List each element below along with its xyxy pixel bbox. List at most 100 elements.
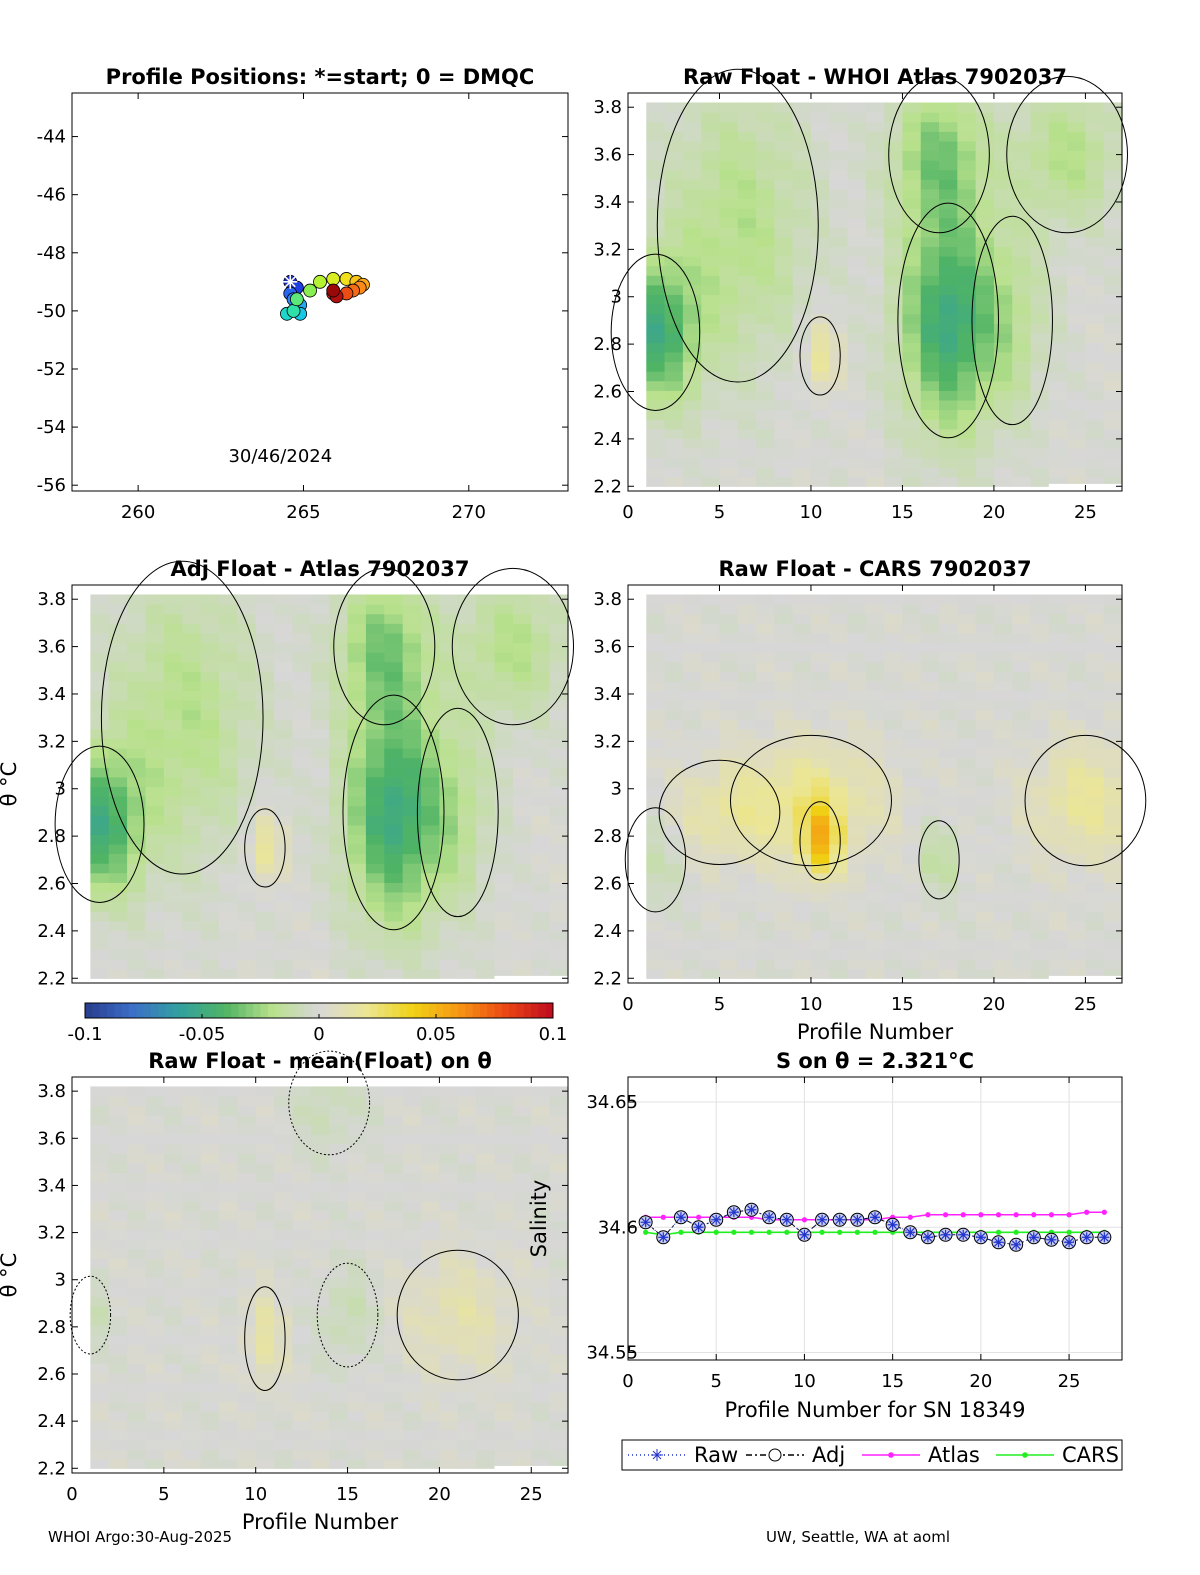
adj_atlas-cell (237, 680, 257, 692)
adj_atlas-cell (347, 757, 367, 768)
raw_whoi-cell (646, 351, 666, 363)
raw_cars-cell (737, 863, 757, 874)
raw_mean-cell (329, 1239, 349, 1250)
raw_whoi-cell (1048, 399, 1068, 411)
adj_atlas-cell (218, 776, 238, 787)
raw_whoi-xtick-label: 25 (1074, 502, 1097, 523)
raw_cars-cell (939, 632, 958, 644)
raw_mean-cell (439, 1229, 459, 1240)
raw_cars-cell (993, 747, 1013, 759)
raw_cars-cell (975, 623, 995, 634)
adj_atlas-cell (292, 834, 312, 845)
raw_mean-cell (274, 1115, 294, 1126)
raw_whoi-cell (792, 179, 812, 190)
raw_whoi-contour (656, 68, 819, 383)
raw_cars-cell (993, 728, 1013, 739)
raw_mean-cell (421, 1391, 441, 1403)
adj_atlas-cell (237, 930, 257, 941)
raw_whoi-cell (829, 409, 849, 420)
raw_mean-cell (421, 1344, 441, 1355)
raw_whoi-cell (939, 217, 958, 228)
raw_mean-ylabel: θ °C (0, 1253, 21, 1298)
adj_atlas-cell (365, 805, 385, 816)
raw_whoi-cell (865, 198, 885, 209)
raw_whoi-cell (884, 457, 904, 468)
adj_atlas-cell (384, 767, 404, 778)
raw_cars-cell (847, 680, 867, 692)
raw_mean-cell (476, 1191, 496, 1202)
raw_whoi-cell (646, 342, 666, 353)
raw_mean-cell (163, 1172, 183, 1183)
raw_mean-cell (549, 1430, 569, 1441)
raw_whoi-cell (682, 246, 702, 257)
raw_whoi-cell (1030, 419, 1050, 430)
raw_mean-ytick-label: 3.6 (37, 1128, 66, 1149)
adj_atlas-contour (100, 560, 264, 875)
raw_whoi-cell (902, 476, 922, 487)
raw_cars-cell (701, 738, 721, 749)
raw_mean-cell (182, 1353, 202, 1364)
raw_whoi-cell (865, 313, 885, 324)
adj_atlas-cell (182, 642, 202, 653)
adj_atlas-cell (310, 652, 330, 663)
raw_whoi-cell (774, 198, 794, 209)
adj_atlas-cell (127, 700, 147, 711)
raw_whoi-cell (774, 428, 794, 439)
adj_atlas-cell (108, 863, 128, 874)
raw_whoi-cell (646, 409, 666, 420)
raw_mean-cell (421, 1277, 441, 1288)
raw_mean-cell (512, 1086, 532, 1097)
raw_whoi-cell (792, 169, 812, 180)
raw_mean-cell (457, 1296, 477, 1307)
raw_mean-cell (384, 1239, 404, 1250)
raw_cars-cell (701, 882, 721, 893)
raw_cars-cell (993, 623, 1013, 634)
salinity-point-cars (819, 1229, 825, 1235)
raw_whoi-cell (682, 351, 702, 363)
raw_mean-cell (365, 1258, 385, 1269)
raw_whoi-cell (682, 323, 702, 334)
raw_mean-cell (476, 1420, 496, 1431)
raw_cars-cell (774, 728, 794, 739)
raw_cars-cell (902, 939, 922, 951)
raw_mean-cell (531, 1267, 551, 1278)
raw_cars-cell (865, 920, 885, 931)
adj_atlas-cell (163, 623, 183, 634)
raw_whoi-cell (701, 140, 721, 152)
adj_atlas-cell (255, 709, 275, 720)
adj_atlas-cell (531, 891, 551, 903)
raw_cars-cell (701, 834, 721, 845)
adj_atlas-cell (90, 642, 110, 653)
adj_atlas-cell (310, 901, 330, 912)
adj_atlas-cell (292, 901, 312, 912)
raw_whoi-cell (1067, 428, 1087, 439)
adj_atlas-cell (549, 795, 569, 807)
adj_atlas-cell (402, 815, 422, 826)
raw_whoi-cell (1067, 361, 1087, 372)
raw_cars-cell (829, 757, 849, 768)
raw_whoi-cell (792, 447, 812, 459)
raw_whoi-cell (756, 447, 775, 459)
raw_mean-cell (237, 1124, 257, 1135)
colorbar-cell (223, 1003, 232, 1018)
raw_mean-cell (402, 1143, 422, 1154)
raw_whoi-cell (1012, 246, 1032, 257)
adj_atlas-cell (384, 930, 404, 941)
raw_mean-cell (512, 1391, 532, 1403)
raw_cars-cell (1030, 786, 1050, 797)
adj_atlas-cell (347, 642, 367, 653)
adj_atlas-cell (145, 853, 165, 864)
raw_cars-cell (957, 805, 977, 816)
raw_cars-cell (1030, 911, 1050, 922)
salinity-point-raw (800, 1230, 809, 1240)
adj_atlas-cell (549, 882, 569, 893)
adj_atlas-cell (274, 738, 294, 749)
raw_mean-cell (237, 1296, 257, 1307)
raw_whoi-cell (847, 323, 867, 334)
raw_mean-cell (494, 1134, 514, 1145)
raw_whoi-cell (1048, 236, 1068, 247)
raw_whoi-cell (792, 140, 812, 152)
raw_cars-cell (1048, 815, 1068, 826)
raw_whoi-cell (1103, 246, 1123, 257)
raw_mean-cell (108, 1105, 128, 1116)
